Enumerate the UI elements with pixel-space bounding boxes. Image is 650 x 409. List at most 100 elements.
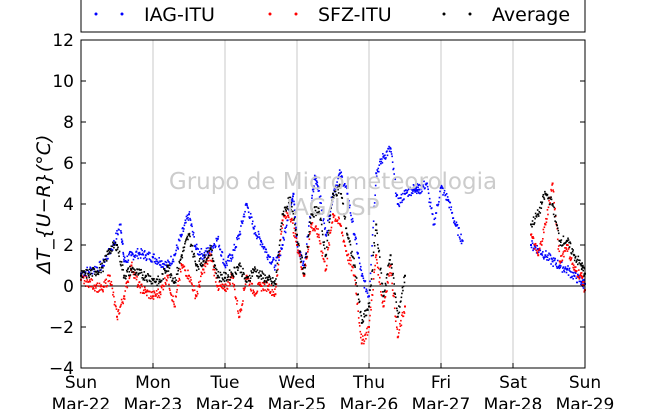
trace-point <box>333 189 335 191</box>
trace-point <box>200 264 202 267</box>
trace-point <box>127 268 129 271</box>
trace-point <box>313 185 315 187</box>
trace-point <box>198 260 201 262</box>
trace-point <box>140 283 143 286</box>
trace-point <box>158 264 161 266</box>
trace-point <box>392 168 394 171</box>
trace-point <box>576 281 579 284</box>
y-tick-label: 10 <box>52 72 74 92</box>
trace-point <box>351 217 354 220</box>
trace-point <box>84 275 86 277</box>
trace-point <box>357 298 360 301</box>
trace-point <box>383 305 385 307</box>
trace-point <box>336 186 339 189</box>
trace-point <box>151 261 153 263</box>
trace-point <box>233 249 236 252</box>
trace-point <box>214 264 217 267</box>
trace-point <box>344 245 347 247</box>
trace-point <box>312 188 315 190</box>
trace-point <box>230 258 233 260</box>
trace-point <box>538 248 541 251</box>
trace-point <box>345 185 348 187</box>
trace-point <box>168 261 170 263</box>
trace-point <box>562 253 564 255</box>
trace-point <box>80 272 83 275</box>
trace-point <box>310 202 313 204</box>
trace-point <box>326 230 329 232</box>
trace-point <box>87 274 90 277</box>
trace-point <box>199 251 201 253</box>
trace-point <box>98 290 100 292</box>
trace-point <box>300 260 302 263</box>
trace-point <box>320 250 323 253</box>
trace-point <box>290 208 292 211</box>
trace-point <box>269 277 272 280</box>
trace-point <box>458 227 460 229</box>
trace-point <box>569 259 572 262</box>
trace-point <box>373 268 376 271</box>
trace-point <box>331 222 333 224</box>
data-point <box>130 264 133 267</box>
trace-point <box>98 282 101 285</box>
trace-point <box>420 191 422 194</box>
trace-point <box>308 238 311 241</box>
trace-point <box>153 291 156 294</box>
trace-point <box>268 274 271 277</box>
trace-point <box>406 191 408 194</box>
trace-point <box>378 281 381 283</box>
trace-point <box>293 219 295 221</box>
trace-point <box>391 282 393 285</box>
data-point <box>339 186 342 189</box>
trace-point <box>448 206 451 209</box>
trace-point <box>323 241 326 243</box>
trace-point <box>286 212 289 214</box>
trace-point <box>97 273 100 276</box>
trace-point <box>129 265 131 268</box>
trace-point <box>459 240 462 242</box>
trace-point <box>543 257 545 260</box>
trace-point <box>230 273 232 275</box>
trace-point <box>540 253 543 256</box>
trace-point <box>212 244 215 247</box>
trace-point <box>582 279 584 281</box>
trace-point <box>295 235 298 238</box>
trace-point <box>373 205 375 208</box>
trace-point <box>443 189 446 192</box>
data-point <box>267 285 270 287</box>
trace-point <box>173 303 175 305</box>
data-point <box>144 291 147 294</box>
trace-point <box>363 286 366 289</box>
trace-point <box>532 216 535 218</box>
trace-point <box>348 206 351 209</box>
trace-point <box>148 251 150 254</box>
trace-point <box>358 300 361 303</box>
trace-point <box>234 296 237 298</box>
data-point <box>116 315 118 318</box>
trace-point <box>316 233 318 235</box>
trace-point <box>394 315 397 318</box>
y-tick-label: −4 <box>49 359 74 379</box>
trace-point <box>236 266 239 268</box>
trace-point <box>178 279 181 281</box>
trace-point <box>307 251 309 253</box>
trace-point <box>334 188 337 190</box>
trace-point <box>216 276 219 279</box>
trace-point <box>240 225 242 227</box>
trace-point <box>170 255 172 258</box>
trace-point <box>320 219 322 222</box>
trace-point <box>308 231 311 233</box>
trace-point <box>416 190 418 192</box>
trace-point <box>142 254 145 256</box>
trace-point <box>542 193 545 196</box>
trace-point <box>228 260 230 262</box>
trace-point <box>296 241 299 243</box>
trace-point <box>396 309 399 312</box>
trace-point <box>266 281 268 284</box>
trace-point <box>114 242 117 245</box>
trace-point <box>378 249 381 252</box>
trace-point <box>291 197 294 200</box>
trace-point <box>312 213 314 215</box>
trace-point <box>262 246 264 248</box>
data-point <box>580 274 583 277</box>
